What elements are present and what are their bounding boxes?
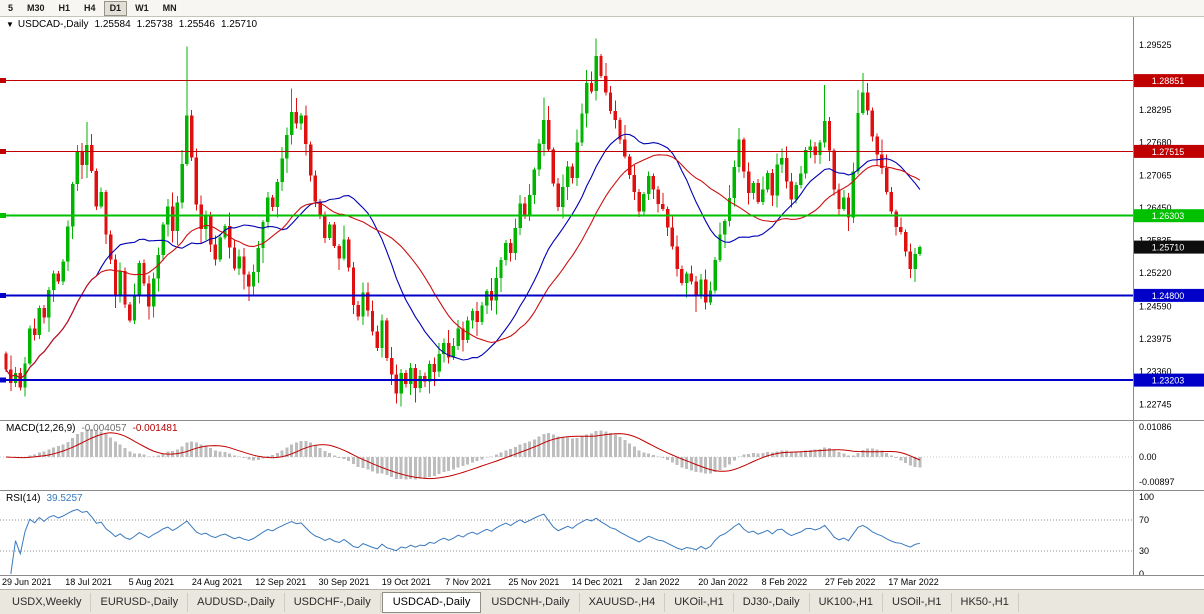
macd-main-value: -0.004057 xyxy=(81,423,126,434)
chart-tab-11[interactable]: HK50-,H1 xyxy=(952,593,1019,612)
chart-tab-6[interactable]: XAUUSD-,H4 xyxy=(580,593,666,612)
timeframe-button-D1[interactable]: D1 xyxy=(104,1,128,16)
chart-tab-9[interactable]: UK100-,H1 xyxy=(810,593,883,612)
chart-tab-7[interactable]: UKOil-,H1 xyxy=(665,593,734,612)
macd-label: MACD(12,26,9)-0.004057-0.001481 xyxy=(6,423,184,434)
svg-text:100: 100 xyxy=(1139,492,1154,502)
macd-panel: MACD(12,26,9)-0.004057-0.001481 0.010860… xyxy=(0,420,1204,490)
timeframe-button-MN[interactable]: MN xyxy=(157,1,183,16)
timeframe-button-H4[interactable]: H4 xyxy=(78,1,102,16)
candlestick-plot[interactable]: 1.295251.288951.282951.276801.270651.264… xyxy=(0,17,1204,420)
time-axis-label: 20 Jan 2022 xyxy=(698,577,748,587)
svg-text:1.28851: 1.28851 xyxy=(1152,76,1185,86)
time-axis-label: 5 Aug 2021 xyxy=(129,577,175,587)
rsi-plot[interactable]: 10070300 xyxy=(0,491,1204,575)
chart-tab-0[interactable]: USDX,Weekly xyxy=(3,593,91,612)
svg-text:1.29525: 1.29525 xyxy=(1139,40,1172,50)
svg-text:-0.00897: -0.00897 xyxy=(1139,477,1175,487)
timeframe-button-H1[interactable]: H1 xyxy=(53,1,77,16)
chart-tab-3[interactable]: USDCHF-,Daily xyxy=(285,593,381,612)
symbol-name: USDCAD-,Daily xyxy=(18,19,89,30)
chart-tab-1[interactable]: EURUSD-,Daily xyxy=(91,593,188,612)
terminal-chart-window: 5M30H1H4D1W1MN ▼ USDCAD-,Daily 1.25584 1.25… xyxy=(0,0,1204,614)
svg-text:1.22745: 1.22745 xyxy=(1139,399,1172,409)
time-axis-label: 29 Jun 2021 xyxy=(2,577,52,587)
price-chart-panel: ▼ USDCAD-,Daily 1.25584 1.25738 1.25546 1.257… xyxy=(0,17,1204,420)
svg-text:1.28295: 1.28295 xyxy=(1139,105,1172,115)
open-value: 1.25584 xyxy=(94,19,130,30)
rsi-value: 39.5257 xyxy=(46,493,82,504)
svg-text:1.23975: 1.23975 xyxy=(1139,334,1172,344)
svg-text:1.25220: 1.25220 xyxy=(1139,268,1172,278)
symbol-ohlc-label: ▼ USDCAD-,Daily 1.25584 1.25738 1.25546 1.257… xyxy=(6,19,263,30)
svg-text:0.01086: 0.01086 xyxy=(1139,422,1172,432)
timeframe-button-M30[interactable]: M30 xyxy=(21,1,51,16)
rsi-line xyxy=(11,509,920,574)
timeframe-toolbar: 5M30H1H4D1W1MN xyxy=(0,0,1204,17)
macd-signal-value: -0.001481 xyxy=(133,423,178,434)
time-axis-label: 24 Aug 2021 xyxy=(192,577,243,587)
time-axis-label: 19 Oct 2021 xyxy=(382,577,431,587)
time-axis-label: 14 Dec 2021 xyxy=(572,577,623,587)
support-resistance-lines xyxy=(0,78,1133,383)
svg-text:70: 70 xyxy=(1139,515,1149,525)
svg-text:1.24800: 1.24800 xyxy=(1152,291,1185,301)
time-axis-label: 7 Nov 2021 xyxy=(445,577,491,587)
timeframe-button-5[interactable]: 5 xyxy=(2,1,19,16)
svg-text:1.23203: 1.23203 xyxy=(1152,376,1185,386)
chart-tab-8[interactable]: DJ30-,Daily xyxy=(734,593,810,612)
time-axis-label: 2 Jan 2022 xyxy=(635,577,680,587)
rsi-label: RSI(14)39.5257 xyxy=(6,493,89,504)
svg-text:1.27515: 1.27515 xyxy=(1152,147,1185,157)
chart-tab-10[interactable]: USOil-,H1 xyxy=(883,593,952,612)
high-value: 1.25738 xyxy=(137,19,173,30)
time-axis-label: 27 Feb 2022 xyxy=(825,577,876,587)
chart-context-menu-icon[interactable]: ▼ xyxy=(6,20,14,29)
time-axis-label: 8 Feb 2022 xyxy=(762,577,808,587)
time-axis-label: 12 Sep 2021 xyxy=(255,577,306,587)
chart-tab-2[interactable]: AUDUSD-,Daily xyxy=(188,593,285,612)
timeframe-button-W1[interactable]: W1 xyxy=(129,1,155,16)
svg-text:1.26303: 1.26303 xyxy=(1152,211,1185,221)
time-axis-label: 30 Sep 2021 xyxy=(319,577,370,587)
svg-text:1.24590: 1.24590 xyxy=(1139,302,1172,312)
svg-text:1.25710: 1.25710 xyxy=(1152,243,1185,253)
rsi-panel: RSI(14)39.5257 10070300 xyxy=(0,490,1204,575)
time-axis[interactable]: 29 Jun 2021 18 Jul 2021 5 Aug 2021 24 Aug 2… xyxy=(0,575,1204,589)
svg-text:1.27065: 1.27065 xyxy=(1139,170,1172,180)
close-value: 1.25710 xyxy=(221,19,257,30)
price-scale: 1.295251.288951.282951.276801.270651.264… xyxy=(1134,17,1204,420)
time-axis-label: 18 Jul 2021 xyxy=(65,577,112,587)
svg-text:0.00: 0.00 xyxy=(1139,452,1157,462)
low-value: 1.25546 xyxy=(179,19,215,30)
candles-layer xyxy=(4,39,921,407)
chart-tabs-bar: USDX,WeeklyEURUSD-,DailyAUDUSD-,DailyUSD… xyxy=(0,589,1204,614)
chart-tab-4[interactable]: USDCAD-,Daily xyxy=(382,592,482,613)
chart-tab-5[interactable]: USDCNH-,Daily xyxy=(482,593,579,612)
time-axis-label: 17 Mar 2022 xyxy=(888,577,939,587)
time-axis-label: 25 Nov 2021 xyxy=(508,577,559,587)
svg-text:30: 30 xyxy=(1139,546,1149,556)
